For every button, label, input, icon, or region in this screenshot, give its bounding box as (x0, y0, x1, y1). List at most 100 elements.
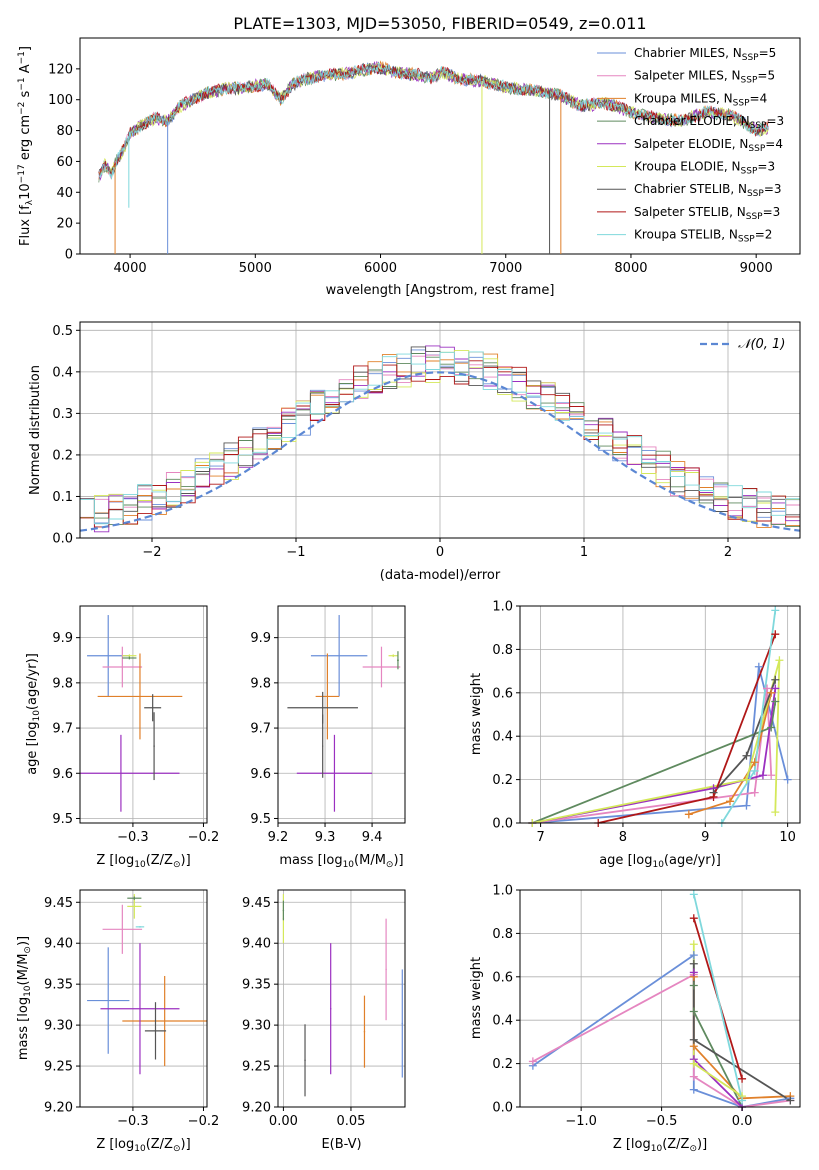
data-point-marker (786, 1096, 795, 1105)
errorbar-point (282, 900, 285, 921)
x-axis-label: Z [log10(Z/Z⊙)] (613, 1137, 707, 1154)
data-point-marker (771, 606, 780, 615)
legend-label: Salpeter ELODIE, NSSP=4 (634, 137, 783, 154)
grid (80, 606, 207, 823)
z_vs_mass-errorbars (87, 894, 207, 1075)
data-point-marker (689, 890, 698, 899)
x-tick-label: 9.4 (362, 830, 383, 845)
legend-label: Chabrier ELODIE, NSSP=3 (634, 114, 784, 131)
errorbar-point (122, 975, 207, 1067)
x-axis-label: E(B-V) (321, 1137, 361, 1152)
y-tick-label: 9.9 (250, 631, 271, 646)
series-line-salpeter-elodie (692, 972, 743, 1107)
age_vs_weight-lines (532, 610, 789, 823)
errorbar-point (122, 654, 137, 658)
y-tick-label: 9.40 (44, 937, 73, 952)
y-tick-label: 20 (56, 217, 73, 232)
y-tick-label: 9.6 (250, 767, 271, 782)
legend-label: Kroupa MILES, NSSP=4 (634, 91, 767, 108)
data-point-marker (771, 697, 780, 706)
y-tick-label: 0.6 (492, 970, 513, 985)
x-axis-label: Z [log10(Z/Z⊙)] (96, 853, 190, 870)
data-point-marker (742, 751, 751, 760)
y-tick-label: 80 (56, 124, 73, 139)
grid (520, 889, 800, 1108)
data-point-marker (738, 1096, 747, 1105)
x-tick-label: 7000 (489, 261, 522, 276)
spectrum-legend: Chabrier MILES, NSSP=5 Salpeter MILES, NS… (597, 46, 784, 245)
y-tick-label: 9.40 (242, 937, 271, 952)
y-tick-label: 0.4 (492, 1014, 513, 1029)
y-tick-label: 1.0 (492, 884, 513, 899)
z_vs_age-axes: −0.3 −0.2 9.5 9.6 9.7 9.8 9.9 Z [log10(Z/Z⊙)] ag… (25, 605, 219, 870)
x-tick-label: 0 (436, 545, 444, 560)
y-tick-label: 100 (48, 93, 73, 108)
errorbar-point (135, 926, 145, 928)
axes-frame (79, 889, 208, 1108)
y-tick-label: 0.0 (492, 817, 513, 832)
y-tick-label: 1.0 (492, 600, 513, 615)
z_vs_age-errorbars (80, 615, 183, 812)
data-point-marker (775, 656, 784, 665)
errorbar-point (310, 615, 368, 697)
ebv_vs_mass-errorbars (282, 894, 403, 1097)
y-tick-label: 9.8 (52, 676, 73, 691)
normal-curve (80, 371, 800, 532)
x-tick-label: 7 (536, 830, 544, 845)
x-tick-label: 0.0 (732, 1114, 753, 1129)
x-tick-label: −1.0 (565, 1114, 597, 1129)
y-tick-label: 0.2 (492, 1057, 513, 1072)
y-tick-label: 9.5 (52, 812, 73, 827)
x-tick-label: 10 (779, 830, 796, 845)
errorbar-point (315, 653, 340, 740)
spectrum-series-kroupa-elodie (98, 62, 769, 175)
y-tick-label: 0.6 (492, 686, 513, 701)
data-point-marker (742, 775, 751, 784)
data-point-marker (689, 1072, 698, 1081)
data-point-marker (750, 766, 759, 775)
data-point-marker (689, 1059, 698, 1068)
axes-frame (277, 605, 406, 824)
histogram-series-salpeter-stelib (80, 360, 800, 528)
y-tick-label: 0 (65, 248, 73, 263)
data-point-marker (758, 771, 767, 780)
data-point-marker (689, 1085, 698, 1094)
x-axis-label: mass [log10(M/M⊙)] (279, 853, 403, 870)
data-point-marker (771, 675, 780, 684)
y-tick-label: 0.4 (52, 365, 73, 380)
errorbar-point (296, 734, 373, 812)
residuals-axes: −2 −1 0 1 2 0.0 0.1 0.2 0.3 0.4 0.5 𝒩(0, 1) (data-mo… (28, 321, 801, 583)
errorbar-point (100, 943, 180, 1075)
x-tick-label: −0.2 (188, 1114, 220, 1129)
data-point-marker (689, 940, 698, 949)
x-tick-label: −0.3 (117, 1114, 149, 1129)
histogram-steps (80, 345, 800, 537)
y-tick-label: 9.8 (250, 676, 271, 691)
data-point-marker (742, 801, 751, 810)
mass_vs_age-errorbars (287, 615, 401, 812)
errorbar-point (144, 694, 162, 722)
x-tick-label: 0.05 (336, 1114, 365, 1129)
data-point-marker (738, 1074, 747, 1083)
y-tick-label: 9.5 (250, 812, 271, 827)
axes-frame (277, 889, 406, 1108)
data-point-marker (763, 684, 772, 693)
y-tick-label: 0.4 (492, 730, 513, 745)
errorbar-point (388, 654, 398, 658)
data-point-marker (726, 797, 734, 806)
y-tick-label: 0.0 (52, 532, 73, 547)
y-tick-label: 9.20 (242, 1101, 271, 1116)
errorbar-point (122, 656, 137, 660)
data-point-marker (750, 788, 759, 797)
data-point-marker (709, 792, 718, 801)
data-point-marker (689, 914, 698, 923)
errorbar-point (385, 918, 387, 1021)
figure-title: PLATE=1303, MJD=53050, FIBERID=0549, z=0… (233, 14, 646, 33)
series-line-kroupa-stelib (692, 894, 743, 1101)
y-tick-label: 9.20 (44, 1101, 73, 1116)
data-point-marker (689, 981, 698, 990)
data-point-marker (750, 758, 759, 767)
errorbar-point (80, 734, 180, 812)
data-point-marker (771, 630, 780, 639)
errorbar-point (363, 995, 366, 1068)
